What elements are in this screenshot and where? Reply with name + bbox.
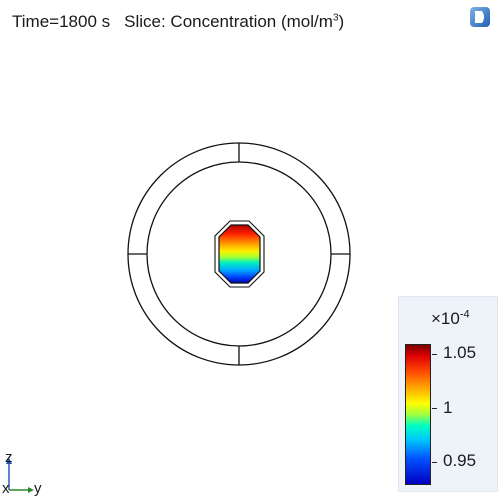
colorbar-exponent: ×10-4 [431, 309, 470, 329]
colorbar-legend: ×10-4 1.05 1 0.95 [398, 296, 498, 492]
axis-label-y: y [34, 480, 42, 497]
colorbar-tick-min [432, 462, 437, 463]
colorbar-tick-max [432, 354, 437, 355]
colorbar-tick-mid [432, 408, 437, 409]
concentration-slice [209, 221, 269, 287]
axis-triad: z x y [2, 448, 62, 498]
colorbar-label-min: 0.95 [443, 451, 476, 471]
axis-label-x: x [2, 480, 10, 497]
colorbar-gradient [405, 344, 431, 485]
colorbar-label-mid: 1 [443, 398, 452, 418]
colorbar-label-max: 1.05 [443, 343, 476, 363]
axis-label-z: z [5, 449, 13, 466]
